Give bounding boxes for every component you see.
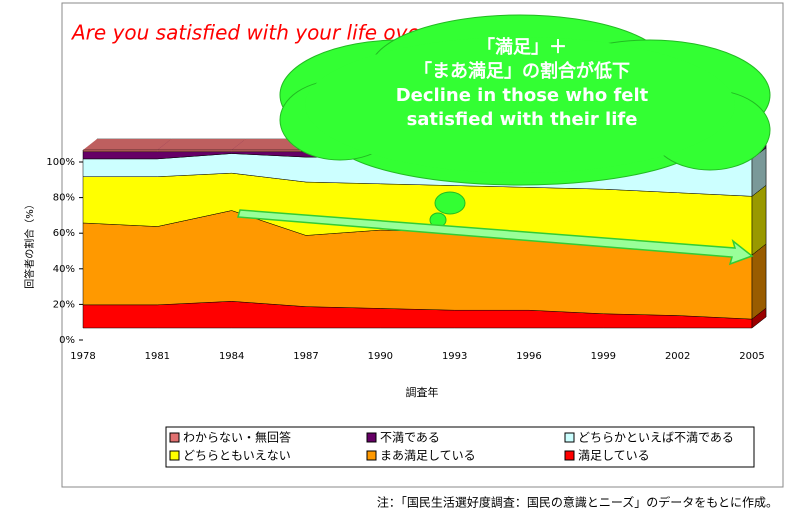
x-tick-label: 2005 bbox=[739, 351, 764, 362]
y-tick-label: 20% bbox=[53, 299, 75, 310]
trend-arrow bbox=[237, 209, 754, 266]
legend-label: まあ満足している bbox=[380, 449, 476, 463]
y-tick-label: 80% bbox=[53, 193, 75, 204]
legend-box bbox=[165, 426, 755, 468]
x-tick-label: 1978 bbox=[70, 351, 95, 362]
legend-swatch bbox=[564, 450, 575, 461]
x-tick-label: 2002 bbox=[665, 351, 690, 362]
x-tick-label: 1990 bbox=[368, 351, 393, 362]
legend-label: 満足している bbox=[578, 449, 650, 463]
area-top bbox=[157, 139, 246, 150]
callout-text: 「満足」＋ bbox=[477, 36, 567, 58]
note: 注：「国民生活選好度調査：国民の意識とニーズ」のデータをもとに作成。 bbox=[377, 495, 778, 510]
legend-label: わからない・無回答 bbox=[183, 430, 291, 445]
y-axis-label: 回答者の割合（%） bbox=[23, 199, 36, 289]
callout-fill bbox=[305, 37, 735, 173]
x-tick-label: 1996 bbox=[516, 351, 541, 362]
legend-swatch bbox=[366, 450, 377, 461]
y-tick-label: 100% bbox=[46, 157, 75, 168]
x-tick-label: 1987 bbox=[293, 351, 318, 362]
x-axis-label: 調査年 bbox=[406, 385, 439, 399]
y-tick-label: 60% bbox=[53, 228, 75, 239]
legend-swatch bbox=[564, 432, 575, 443]
x-tick-label: 1999 bbox=[591, 351, 616, 362]
legend-swatch bbox=[169, 432, 180, 443]
callout-text: Decline in those who felt bbox=[396, 85, 649, 106]
y-tick-label: 0% bbox=[59, 335, 75, 346]
legend-label: どちらともいえない bbox=[183, 449, 291, 463]
callout-text: satisfied with their life bbox=[407, 109, 638, 130]
x-tick-label: 1993 bbox=[442, 351, 467, 362]
area-side bbox=[751, 184, 767, 256]
x-tick-label: 1981 bbox=[145, 351, 170, 362]
x-tick-label: 1984 bbox=[219, 351, 244, 362]
area-top bbox=[83, 139, 172, 150]
callout-text: 「まあ満足」の割合が低下 bbox=[414, 60, 630, 82]
legend-swatch bbox=[169, 450, 180, 461]
y-tick-label: 40% bbox=[53, 264, 75, 275]
legend-label: どちらかといえば不満である bbox=[578, 431, 734, 445]
legend-label: 不満である bbox=[380, 431, 440, 445]
legend-swatch bbox=[366, 432, 377, 443]
area-side bbox=[751, 243, 767, 320]
